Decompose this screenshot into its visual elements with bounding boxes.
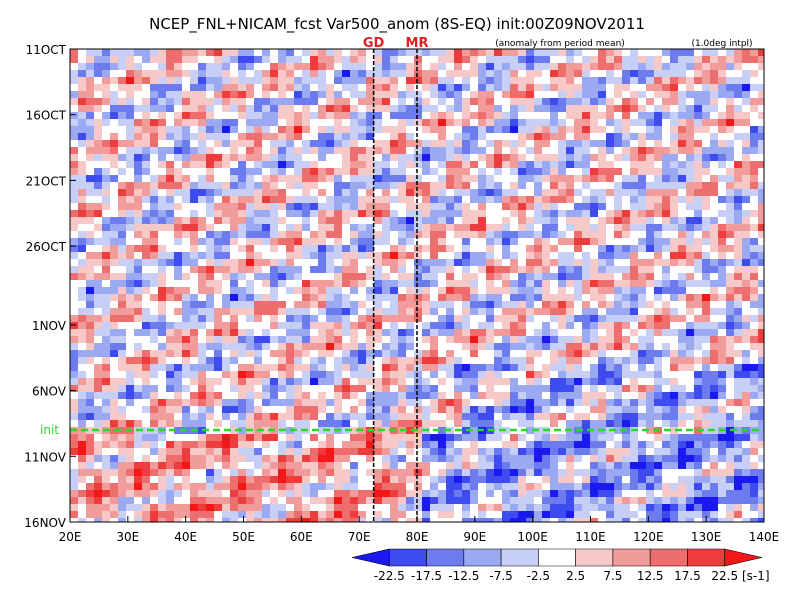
marker-label-gd: GD [363, 36, 385, 51]
y-tick-label: 11NOV [24, 450, 66, 464]
colorbar-label: -17.5 [411, 569, 442, 583]
x-tick-label: 80E [406, 530, 429, 544]
anomaly-field [70, 49, 764, 522]
x-tick-label: 90E [463, 530, 486, 544]
colorbar-swatch [687, 548, 726, 567]
chart-title: NCEP_FNL+NICAM_fcst Var500_anom (8S-EQ) … [149, 15, 645, 34]
colorbar-swatch [388, 548, 427, 567]
y-axis: 11OCT 16OCT 21OCT 26OCT 1NOV 6NOV 11NOV 16NOV [24, 43, 76, 530]
subtitle-anomaly: (anomaly from period mean) [495, 39, 625, 49]
x-tick-label: 50E [232, 530, 255, 544]
marker-label-mr: MR [406, 36, 429, 51]
colorbar-swatch [724, 548, 763, 567]
y-tick-label: 6NOV [32, 385, 67, 399]
colorbar-swatch [612, 548, 651, 567]
overlay-lines: GD MR [70, 36, 764, 522]
y-tick-label: 16NOV [24, 516, 66, 530]
x-tick-label: 70E [348, 530, 371, 544]
x-tick-label: 120E [633, 530, 664, 544]
colorbar-swatch [463, 548, 502, 567]
init-label: init [40, 423, 59, 437]
colorbar-swatch [500, 548, 539, 567]
colorbar-label: -12.5 [448, 569, 479, 583]
x-tick-label: 30E [116, 530, 139, 544]
y-tick-label: 26OCT [26, 240, 67, 254]
colorbar-label: -2.5 [527, 569, 550, 583]
x-tick-label: 60E [290, 530, 313, 544]
y-tick-label: 21OCT [26, 174, 67, 188]
colorbar-label: 22.5 [711, 569, 738, 583]
colorbar-swatch [649, 548, 688, 567]
colorbar-swatch [426, 548, 465, 567]
colorbar-label: -22.5 [374, 569, 405, 583]
x-tick-label: 110E [575, 530, 606, 544]
colorbar-swatch [575, 548, 614, 567]
colorbar-swatch [351, 548, 390, 567]
colorbar-label: 7.5 [603, 569, 622, 583]
x-tick-label: 140E [749, 530, 780, 544]
y-tick-label: 1NOV [32, 319, 67, 333]
colorbar-swatch [538, 548, 576, 567]
x-axis: 20E 30E 40E 50E 60E 70E 80E 90E 100E 110E 120E 130E… [59, 516, 780, 544]
x-tick-label: 100E [517, 530, 548, 544]
x-tick-label: 130E [691, 530, 722, 544]
x-tick-label: 40E [174, 530, 197, 544]
x-tick-label: 20E [59, 530, 82, 544]
colorbar: -22.5 -17.5 -12.5 -7.5 -2.5 2.5 7.5 12.5 17.5 22.… [351, 548, 770, 583]
y-tick-label: 16OCT [26, 109, 67, 123]
subtitle-interp: (1.0deg intpl) [691, 39, 752, 49]
colorbar-units: [s-1] [742, 569, 770, 583]
colorbar-label: 12.5 [637, 569, 664, 583]
colorbar-label: 17.5 [674, 569, 701, 583]
colorbar-label: 2.5 [566, 569, 585, 583]
y-tick-label: 11OCT [26, 43, 67, 57]
colorbar-label: -7.5 [489, 569, 512, 583]
